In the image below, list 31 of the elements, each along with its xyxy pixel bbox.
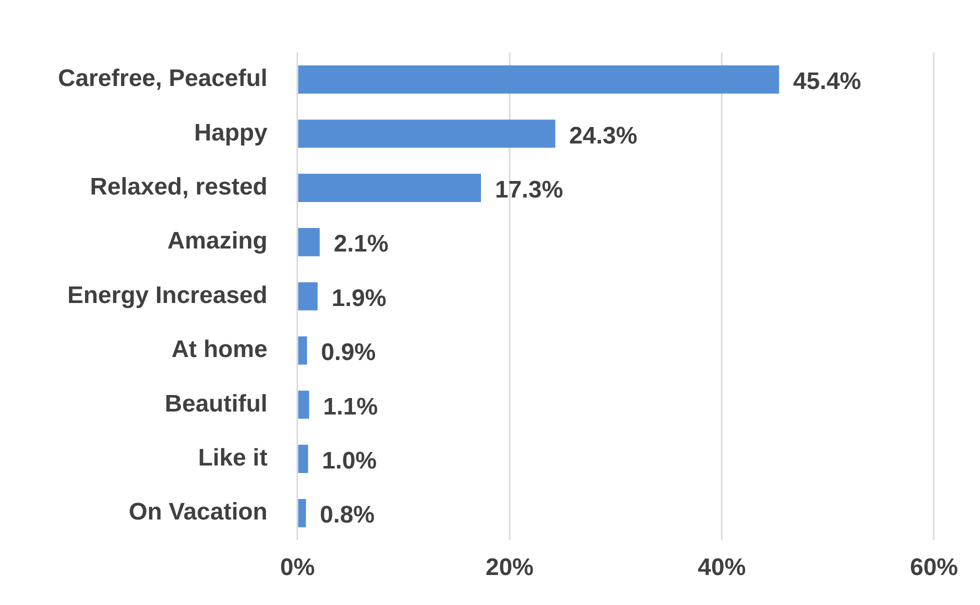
data-label: 45.4% <box>793 68 862 96</box>
y-tick-label: Like it <box>198 444 268 472</box>
data-label: 0.8% <box>320 502 375 529</box>
bar <box>298 336 307 365</box>
data-label: 24.3% <box>569 122 638 150</box>
data-label: 1.0% <box>322 448 377 475</box>
x-tick-label: 40% <box>698 554 746 582</box>
y-tick-label: Carefree, Peaceful <box>58 65 268 92</box>
bar <box>298 282 318 310</box>
y-tick-label: At home <box>171 336 268 364</box>
bar <box>298 390 310 419</box>
data-label: 17.3% <box>494 176 564 204</box>
bar <box>298 120 556 148</box>
bar <box>298 174 481 202</box>
bar <box>298 228 320 256</box>
data-label: 1.1% <box>323 393 378 420</box>
y-tick-label: Relaxed, rested <box>90 174 268 201</box>
bar <box>298 499 306 528</box>
data-label: 1.9% <box>332 284 386 312</box>
y-tick-label: Energy Increased <box>67 282 268 309</box>
data-label: 0.9% <box>320 339 376 366</box>
x-tick-label: 60% <box>910 554 958 582</box>
bar <box>298 65 780 94</box>
x-tick-label: 20% <box>486 554 534 582</box>
y-tick-label: On Vacation <box>128 498 268 526</box>
y-tick-label: Beautiful <box>164 390 268 418</box>
y-tick-label: Amazing <box>167 228 268 255</box>
bar <box>298 444 308 473</box>
data-label: 2.1% <box>334 230 388 258</box>
x-tick-label: 0% <box>280 554 315 582</box>
y-tick-label: Happy <box>194 119 268 146</box>
